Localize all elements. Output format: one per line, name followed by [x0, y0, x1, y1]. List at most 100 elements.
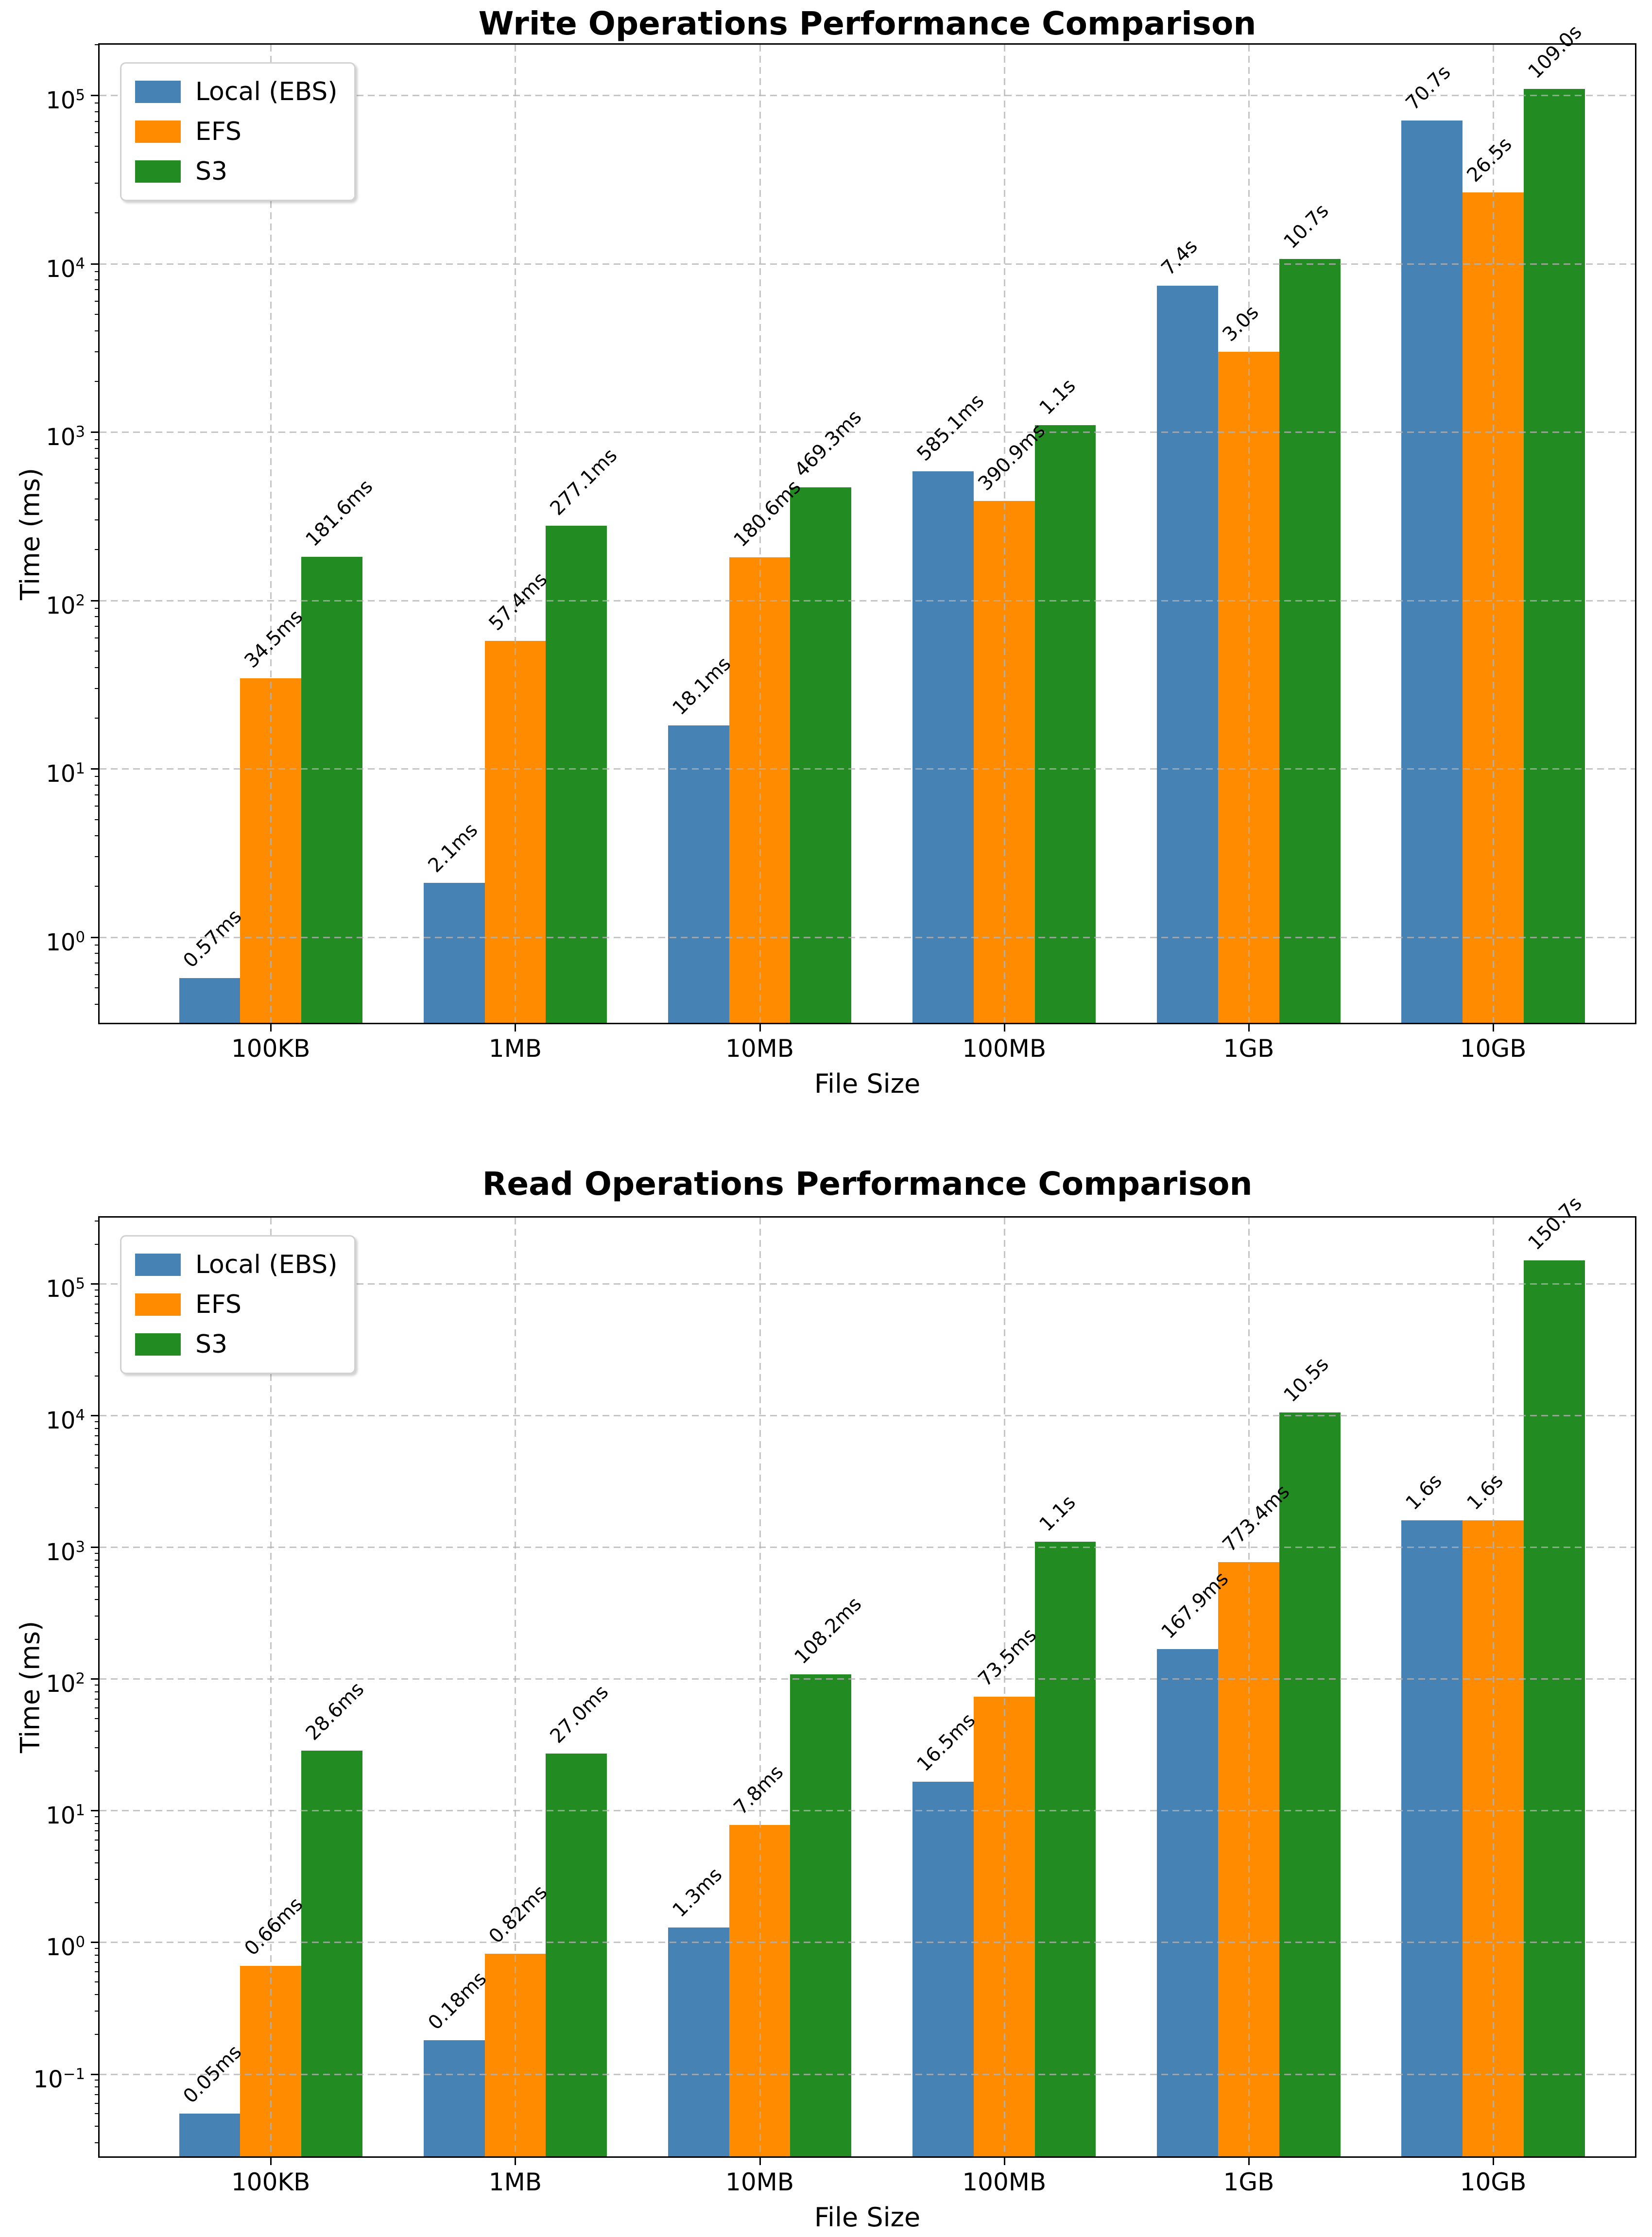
y-axis-label: Time (ms) — [15, 1620, 46, 1754]
y-minor-tick — [95, 1994, 100, 1996]
y-tick-label: 104 — [46, 1407, 85, 1435]
x-axis-label: File Size — [814, 2202, 921, 2233]
bar-s3-1gb — [1279, 258, 1341, 1023]
x-major-tick — [1493, 1023, 1495, 1032]
y-minor-tick — [95, 963, 100, 964]
y-tick-label: 102 — [46, 1670, 85, 1698]
y-minor-tick — [95, 886, 100, 887]
y-minor-tick — [95, 1971, 100, 1972]
read-operations-chart: Read Operations Performance Comparison T… — [0, 1118, 1652, 2237]
y-minor-tick — [95, 1289, 100, 1291]
y-axis-label: Time (ms) — [15, 467, 46, 600]
y-minor-tick — [95, 974, 100, 975]
gridline-vertical — [1493, 1218, 1495, 2156]
bar-value-label: 27.0ms — [546, 1681, 613, 1748]
y-minor-tick — [95, 784, 100, 786]
legend-label: S3 — [195, 157, 228, 186]
bar-value-label: 70.7s — [1401, 61, 1456, 115]
y-minor-tick — [95, 1981, 100, 1983]
plot-area: 10−1 100 101 102 103 104 105 100KB 1MB 10MB 100MB 1… — [0, 1118, 1652, 2237]
bar-value-label: 469.3ms — [790, 406, 866, 482]
y-tick-label: 100 — [46, 1933, 85, 1962]
y-tick-label: 103 — [46, 423, 85, 451]
gridline-vertical — [1248, 45, 1250, 1023]
y-minor-tick — [95, 637, 100, 638]
legend-item: EFS — [135, 117, 338, 146]
bar-value-label: 7.4s — [1157, 235, 1202, 280]
y-minor-tick — [95, 1323, 100, 1324]
x-tick-label: 10MB — [725, 2168, 794, 2196]
x-major-tick — [1248, 1023, 1250, 1032]
legend: Local (EBS) EFS S3 — [120, 62, 356, 201]
x-major-tick — [270, 2156, 272, 2165]
x-major-tick — [1003, 2156, 1005, 2165]
y-minor-tick — [95, 688, 100, 689]
y-minor-tick — [95, 1243, 100, 1245]
y-minor-tick — [95, 1616, 100, 1617]
y-minor-tick — [95, 120, 100, 122]
y-minor-tick — [95, 2033, 100, 2035]
bar-s3-1gb — [1279, 1412, 1341, 2156]
x-tick-label: 100MB — [962, 1034, 1047, 1063]
legend-label: S3 — [195, 1330, 228, 1359]
y-minor-tick — [95, 469, 100, 470]
x-tick-label: 100MB — [962, 2168, 1047, 2196]
y-minor-tick — [95, 819, 100, 820]
x-major-tick — [1248, 2156, 1250, 2165]
bar-value-label: 1.1s — [1035, 1491, 1080, 1536]
gridline-horizontal — [100, 936, 1635, 938]
legend-label: EFS — [195, 1290, 241, 1319]
bar-local-ebs-100kb — [179, 2114, 241, 2156]
y-minor-tick — [95, 111, 100, 112]
bar-value-label: 57.4ms — [484, 568, 552, 636]
bar-s3-10gb — [1524, 89, 1585, 1023]
y-minor-tick — [95, 2011, 100, 2012]
gridline-horizontal — [100, 768, 1635, 770]
y-tick-label: 105 — [46, 86, 85, 115]
bar-value-label: 181.6ms — [301, 475, 378, 551]
y-minor-tick — [95, 1336, 100, 1337]
bar-local-ebs-1gb — [1157, 286, 1219, 1023]
x-axis-label: File Size — [814, 1068, 921, 1099]
y-minor-tick — [95, 776, 100, 777]
bar-s3-100mb — [1034, 1542, 1096, 2156]
bar-local-ebs-10mb — [668, 1927, 729, 2156]
bar-s3-10mb — [790, 487, 852, 1023]
legend-swatch-local-ebs — [135, 81, 181, 103]
y-minor-tick — [95, 314, 100, 315]
y-minor-tick — [95, 271, 100, 272]
bar-s3-100mb — [1034, 425, 1096, 1023]
bar-local-ebs-1mb — [423, 2040, 485, 2156]
x-tick-label: 10GB — [1460, 2168, 1527, 2196]
x-major-tick — [759, 2156, 761, 2165]
legend-label: Local (EBS) — [195, 1250, 338, 1279]
bar-value-label: 1.1s — [1035, 374, 1080, 419]
legend-label: EFS — [195, 117, 241, 146]
y-minor-tick — [95, 2102, 100, 2104]
y-minor-tick — [95, 1435, 100, 1437]
y-minor-tick — [95, 279, 100, 281]
x-tick-label: 1GB — [1223, 2168, 1274, 2196]
x-major-tick — [759, 1023, 761, 1032]
bar-value-label: 0.57ms — [179, 905, 246, 973]
bar-value-label: 108.2ms — [790, 1593, 866, 1669]
y-minor-tick — [95, 183, 100, 184]
y-minor-tick — [95, 1731, 100, 1732]
y-minor-tick — [95, 626, 100, 627]
gridline-vertical — [1003, 45, 1005, 1023]
y-minor-tick — [95, 1552, 100, 1554]
gridline-horizontal — [100, 2073, 1635, 2075]
y-major-tick — [91, 768, 100, 770]
y-minor-tick — [95, 1375, 100, 1377]
write-operations-chart: Write Operations Performance Comparison … — [0, 0, 1652, 1118]
y-minor-tick — [95, 1954, 100, 1956]
y-minor-tick — [95, 1444, 100, 1445]
legend-item: Local (EBS) — [135, 1250, 338, 1279]
y-tick-label: 10−1 — [33, 2065, 85, 2093]
y-minor-tick — [95, 1296, 100, 1297]
gridline-vertical — [270, 45, 272, 1023]
bar-value-label: 26.5s — [1463, 133, 1516, 187]
gridline-horizontal — [100, 1942, 1635, 1944]
gridline-horizontal — [100, 1678, 1635, 1680]
